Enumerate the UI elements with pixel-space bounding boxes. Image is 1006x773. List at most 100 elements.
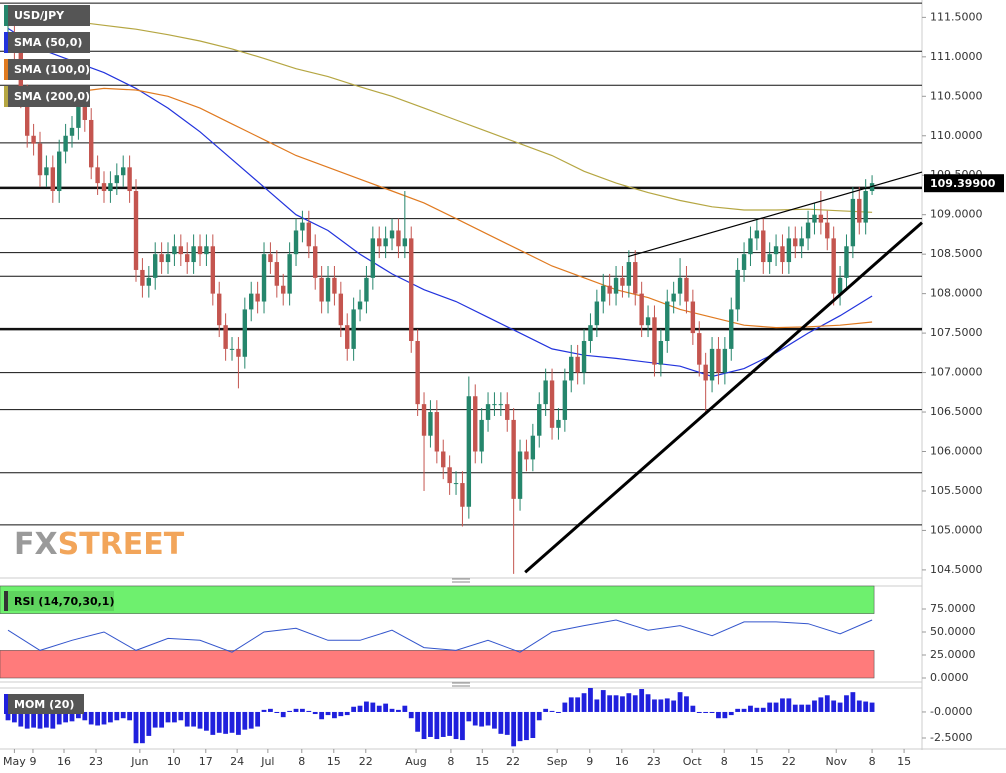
mom-bar xyxy=(268,708,273,712)
candle-body xyxy=(805,222,811,239)
candle-body xyxy=(383,238,388,247)
x-tick-label: 23 xyxy=(647,755,661,768)
y-tick-label: 106.0000 xyxy=(930,444,983,457)
x-tick-label: 8 xyxy=(721,755,728,768)
candle-body xyxy=(863,191,868,223)
mom-bar xyxy=(748,705,753,712)
mom-bar xyxy=(498,711,504,734)
x-tick-label: 22 xyxy=(782,755,796,768)
candle-body xyxy=(684,277,689,302)
legend-box[interactable] xyxy=(4,86,90,107)
candle-body xyxy=(370,238,376,278)
candle-body xyxy=(652,317,657,365)
last-price-label: 109.39900 xyxy=(930,177,996,190)
mom-bar xyxy=(652,699,657,712)
candle-body xyxy=(537,404,542,436)
mom-bar xyxy=(18,711,24,727)
candle-body xyxy=(396,230,401,247)
y-tick-label: 0.0000 xyxy=(930,671,969,684)
candle-body xyxy=(556,419,561,428)
candle-body xyxy=(217,293,222,326)
candle-body xyxy=(748,238,753,255)
mom-bar xyxy=(613,695,619,712)
candle-body xyxy=(287,254,292,294)
candle-body xyxy=(626,262,632,286)
mom-bar xyxy=(332,711,337,719)
candle-body xyxy=(716,348,721,373)
watermark-street: STREET xyxy=(58,527,185,562)
mom-bar xyxy=(146,711,152,736)
mom-bar xyxy=(172,711,177,723)
candle-body xyxy=(709,348,715,381)
candle-body xyxy=(818,214,824,223)
candle-body xyxy=(441,451,446,468)
mom-bar xyxy=(191,711,197,727)
mom-bar xyxy=(344,711,350,716)
x-tick-label: Jul xyxy=(260,755,274,768)
mom-bar xyxy=(37,711,43,729)
candle-body xyxy=(639,293,644,326)
legend-swatch xyxy=(4,59,8,80)
legend-box[interactable] xyxy=(4,5,90,26)
candle-body xyxy=(31,135,36,144)
y-tick-label: 105.0000 xyxy=(930,523,983,536)
mom-bar xyxy=(261,709,267,712)
y-tick-label: 107.0000 xyxy=(930,366,983,379)
mom-bar xyxy=(127,711,133,721)
candle-body xyxy=(89,119,94,168)
candle-body xyxy=(50,167,56,192)
mom-bar xyxy=(536,711,542,721)
legend-box[interactable] xyxy=(4,32,90,53)
y-tick-label: 108.5000 xyxy=(930,247,983,260)
candle-body xyxy=(754,230,760,239)
candle-body xyxy=(498,404,504,406)
candle-body xyxy=(473,396,478,452)
mom-bar xyxy=(856,700,862,712)
legend-box[interactable] xyxy=(4,59,90,80)
mom-bar xyxy=(101,711,107,725)
candle-body xyxy=(415,340,420,405)
candle-body xyxy=(313,246,318,278)
mom-bar xyxy=(805,704,811,712)
x-tick-label: 10 xyxy=(167,755,181,768)
mom-bar xyxy=(626,693,632,712)
mom-bar xyxy=(312,711,318,715)
candle-body xyxy=(351,309,356,349)
mom-bar xyxy=(440,711,446,737)
candle-body xyxy=(812,214,817,223)
mom-bar xyxy=(568,697,574,712)
mom-bar xyxy=(300,708,305,712)
candle-body xyxy=(447,467,452,484)
mom-bar xyxy=(428,711,433,737)
candle-body xyxy=(530,435,536,460)
rsi-band xyxy=(0,585,875,614)
candle-body xyxy=(153,254,158,278)
mom-bar xyxy=(229,711,235,733)
candle-body xyxy=(185,254,190,263)
y-tick-label: 105.5000 xyxy=(930,484,983,497)
candle-body xyxy=(229,348,235,350)
candle-body xyxy=(76,104,81,128)
candle-body xyxy=(505,404,510,420)
sma-line xyxy=(7,87,873,329)
candle-body xyxy=(204,246,209,255)
candle-body xyxy=(178,246,184,255)
mom-bar xyxy=(120,711,126,719)
mom-bar xyxy=(767,702,773,712)
candle-body xyxy=(857,198,862,223)
indicator-box[interactable] xyxy=(4,694,84,714)
mom-bar xyxy=(690,705,696,712)
mom-bar xyxy=(293,708,299,712)
candle-body xyxy=(108,183,113,192)
indicator-swatch xyxy=(4,591,8,611)
mom-bar xyxy=(728,711,734,716)
candle-body xyxy=(306,222,312,247)
indicator-box[interactable] xyxy=(4,591,114,611)
legend-swatch xyxy=(4,32,8,53)
mom-bar xyxy=(364,701,369,712)
mom-bar xyxy=(108,711,113,723)
resize-handle[interactable] xyxy=(452,578,470,687)
mom-bar xyxy=(594,699,600,712)
candle-body xyxy=(242,309,248,357)
